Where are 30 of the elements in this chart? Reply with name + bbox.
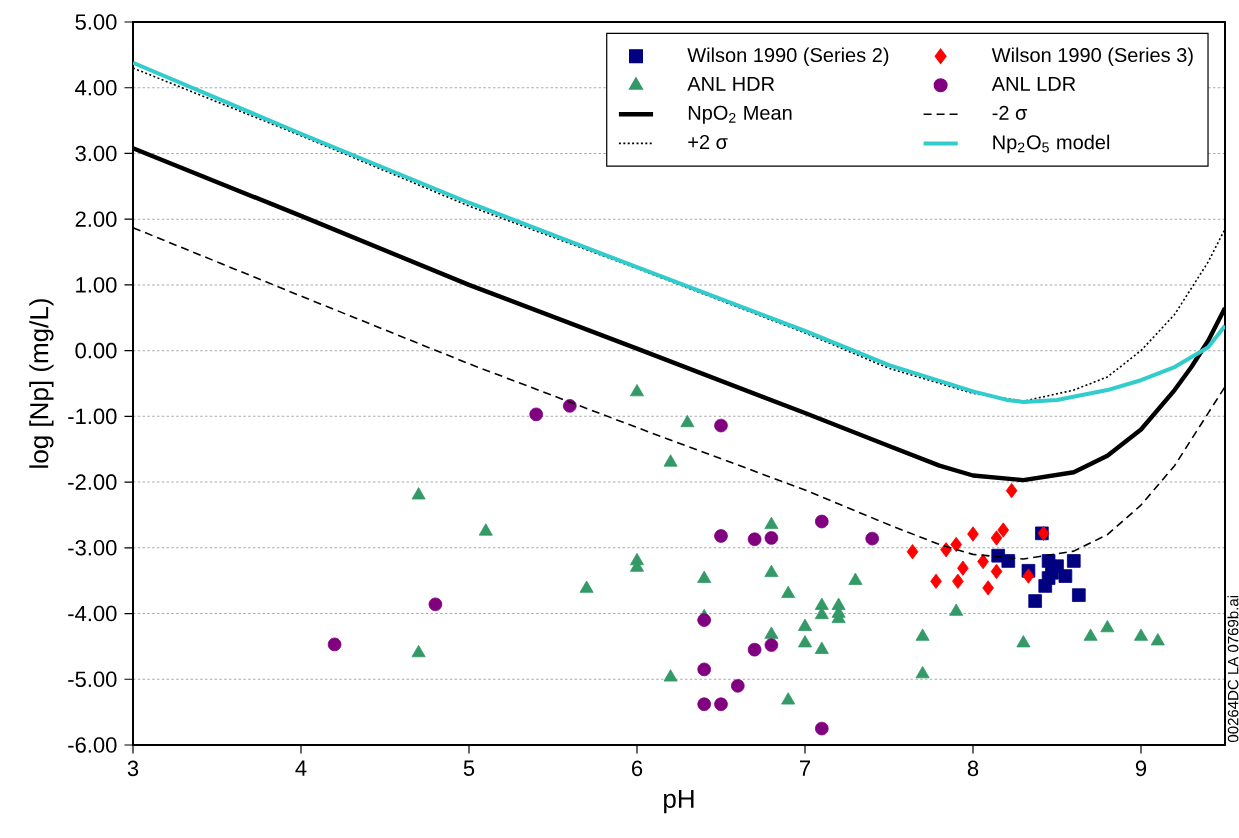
x-axis-title: pH	[664, 789, 694, 814]
y-tick-label: 1.00	[76, 277, 117, 293]
y-tick-label: -3.00	[68, 540, 117, 556]
x-tick-label: 8	[967, 760, 979, 777]
y-tick-label: 0.00	[75, 342, 117, 359]
legend-label: Wilson 1990 (Series 2)	[687, 47, 889, 67]
y-tick-label: -6.00	[68, 737, 117, 753]
legend-label: Np$_{2}$O$_{5}$ model	[993, 134, 1110, 154]
y-axis-title: log [Np] (mg/L)	[29, 299, 54, 468]
y-tick-label: -1.00	[68, 408, 117, 425]
y-tick-label: -4.00	[68, 605, 117, 622]
y-tick-label: -2.00	[68, 474, 117, 490]
legend-label: ANL HDR	[687, 76, 775, 91]
x-tick-label: 7	[800, 760, 811, 776]
legend-label: -2 σ	[992, 105, 1028, 120]
legend-label: ANL LDR	[991, 76, 1076, 91]
x-tick-label: 9	[1135, 760, 1147, 777]
y-tick-label: 4.00	[75, 79, 117, 96]
y-tick-label: -5.00	[68, 671, 117, 688]
x-tick-label: 4	[295, 760, 307, 776]
x-tick-label: 6	[632, 760, 643, 777]
text: 00264DC LA 0769b.ai	[1227, 596, 1239, 742]
x-tick-label: 3	[127, 760, 139, 777]
legend-label: +2 σ	[688, 134, 728, 150]
x-tick-label: 5	[463, 760, 475, 776]
legend-label: Wilson 1990 (Series 3)	[991, 47, 1193, 67]
y-tick-label: 3.00	[75, 145, 117, 162]
y-tick-label: 5.00	[75, 14, 117, 30]
legend-label: NpO$_{2}$ Mean	[688, 105, 792, 124]
y-tick-label: 2.00	[75, 211, 117, 227]
